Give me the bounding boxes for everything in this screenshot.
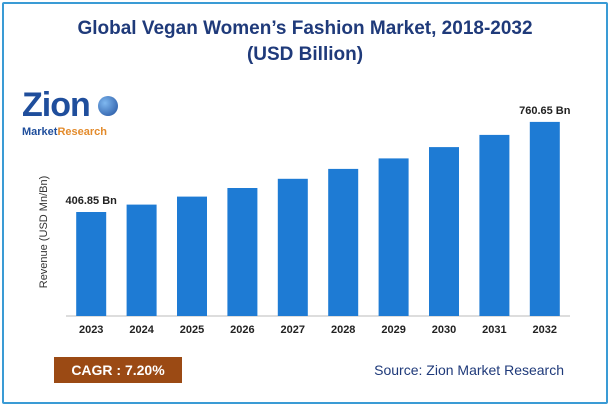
logo-tagline: MarketResearch — [22, 126, 107, 138]
x-tick-label: 2028 — [331, 324, 355, 336]
bar-2029 — [378, 158, 409, 316]
x-tick-label: 2023 — [79, 324, 103, 336]
globe-icon — [98, 96, 118, 116]
bar-2023 — [76, 212, 107, 316]
bar-2026 — [227, 188, 258, 316]
bar-2031 — [479, 134, 510, 316]
data-label: 760.65 Bn — [519, 105, 571, 117]
chart-subtitle: (USD Billion) — [246, 44, 364, 65]
chart-title: Global Vegan Women’s Fashion Market, 201… — [77, 18, 533, 39]
x-tick-label: 2027 — [281, 324, 305, 336]
x-tick-label: 2032 — [533, 324, 557, 336]
logo-tagline-accent: Research — [57, 126, 108, 138]
x-tick-label: 2024 — [129, 324, 154, 336]
x-tick-label: 2029 — [381, 324, 405, 336]
bar-2028 — [328, 168, 359, 316]
bar-2024 — [126, 204, 157, 316]
bar-2030 — [429, 147, 459, 316]
bar-2025 — [177, 196, 207, 316]
zion-logo: Zion MarketResearch — [22, 86, 122, 148]
data-label: 406.85 Bn — [66, 195, 118, 207]
x-tick-label: 2026 — [230, 324, 254, 336]
x-tick-label: 2025 — [180, 324, 204, 336]
logo-tagline-main: Market — [22, 126, 58, 138]
bar-2027 — [277, 178, 308, 316]
cagr-badge: CAGR : 7.20% — [54, 357, 182, 383]
y-axis-label: Revenue (USD Mn/Bn) — [38, 176, 50, 289]
x-tick-label: 2030 — [432, 324, 456, 336]
x-tick-label: 2031 — [482, 324, 506, 336]
bar-2032 — [529, 121, 560, 317]
logo-wordmark: Zion — [22, 86, 91, 124]
source-note: Source: Zion Market Research — [374, 362, 564, 378]
